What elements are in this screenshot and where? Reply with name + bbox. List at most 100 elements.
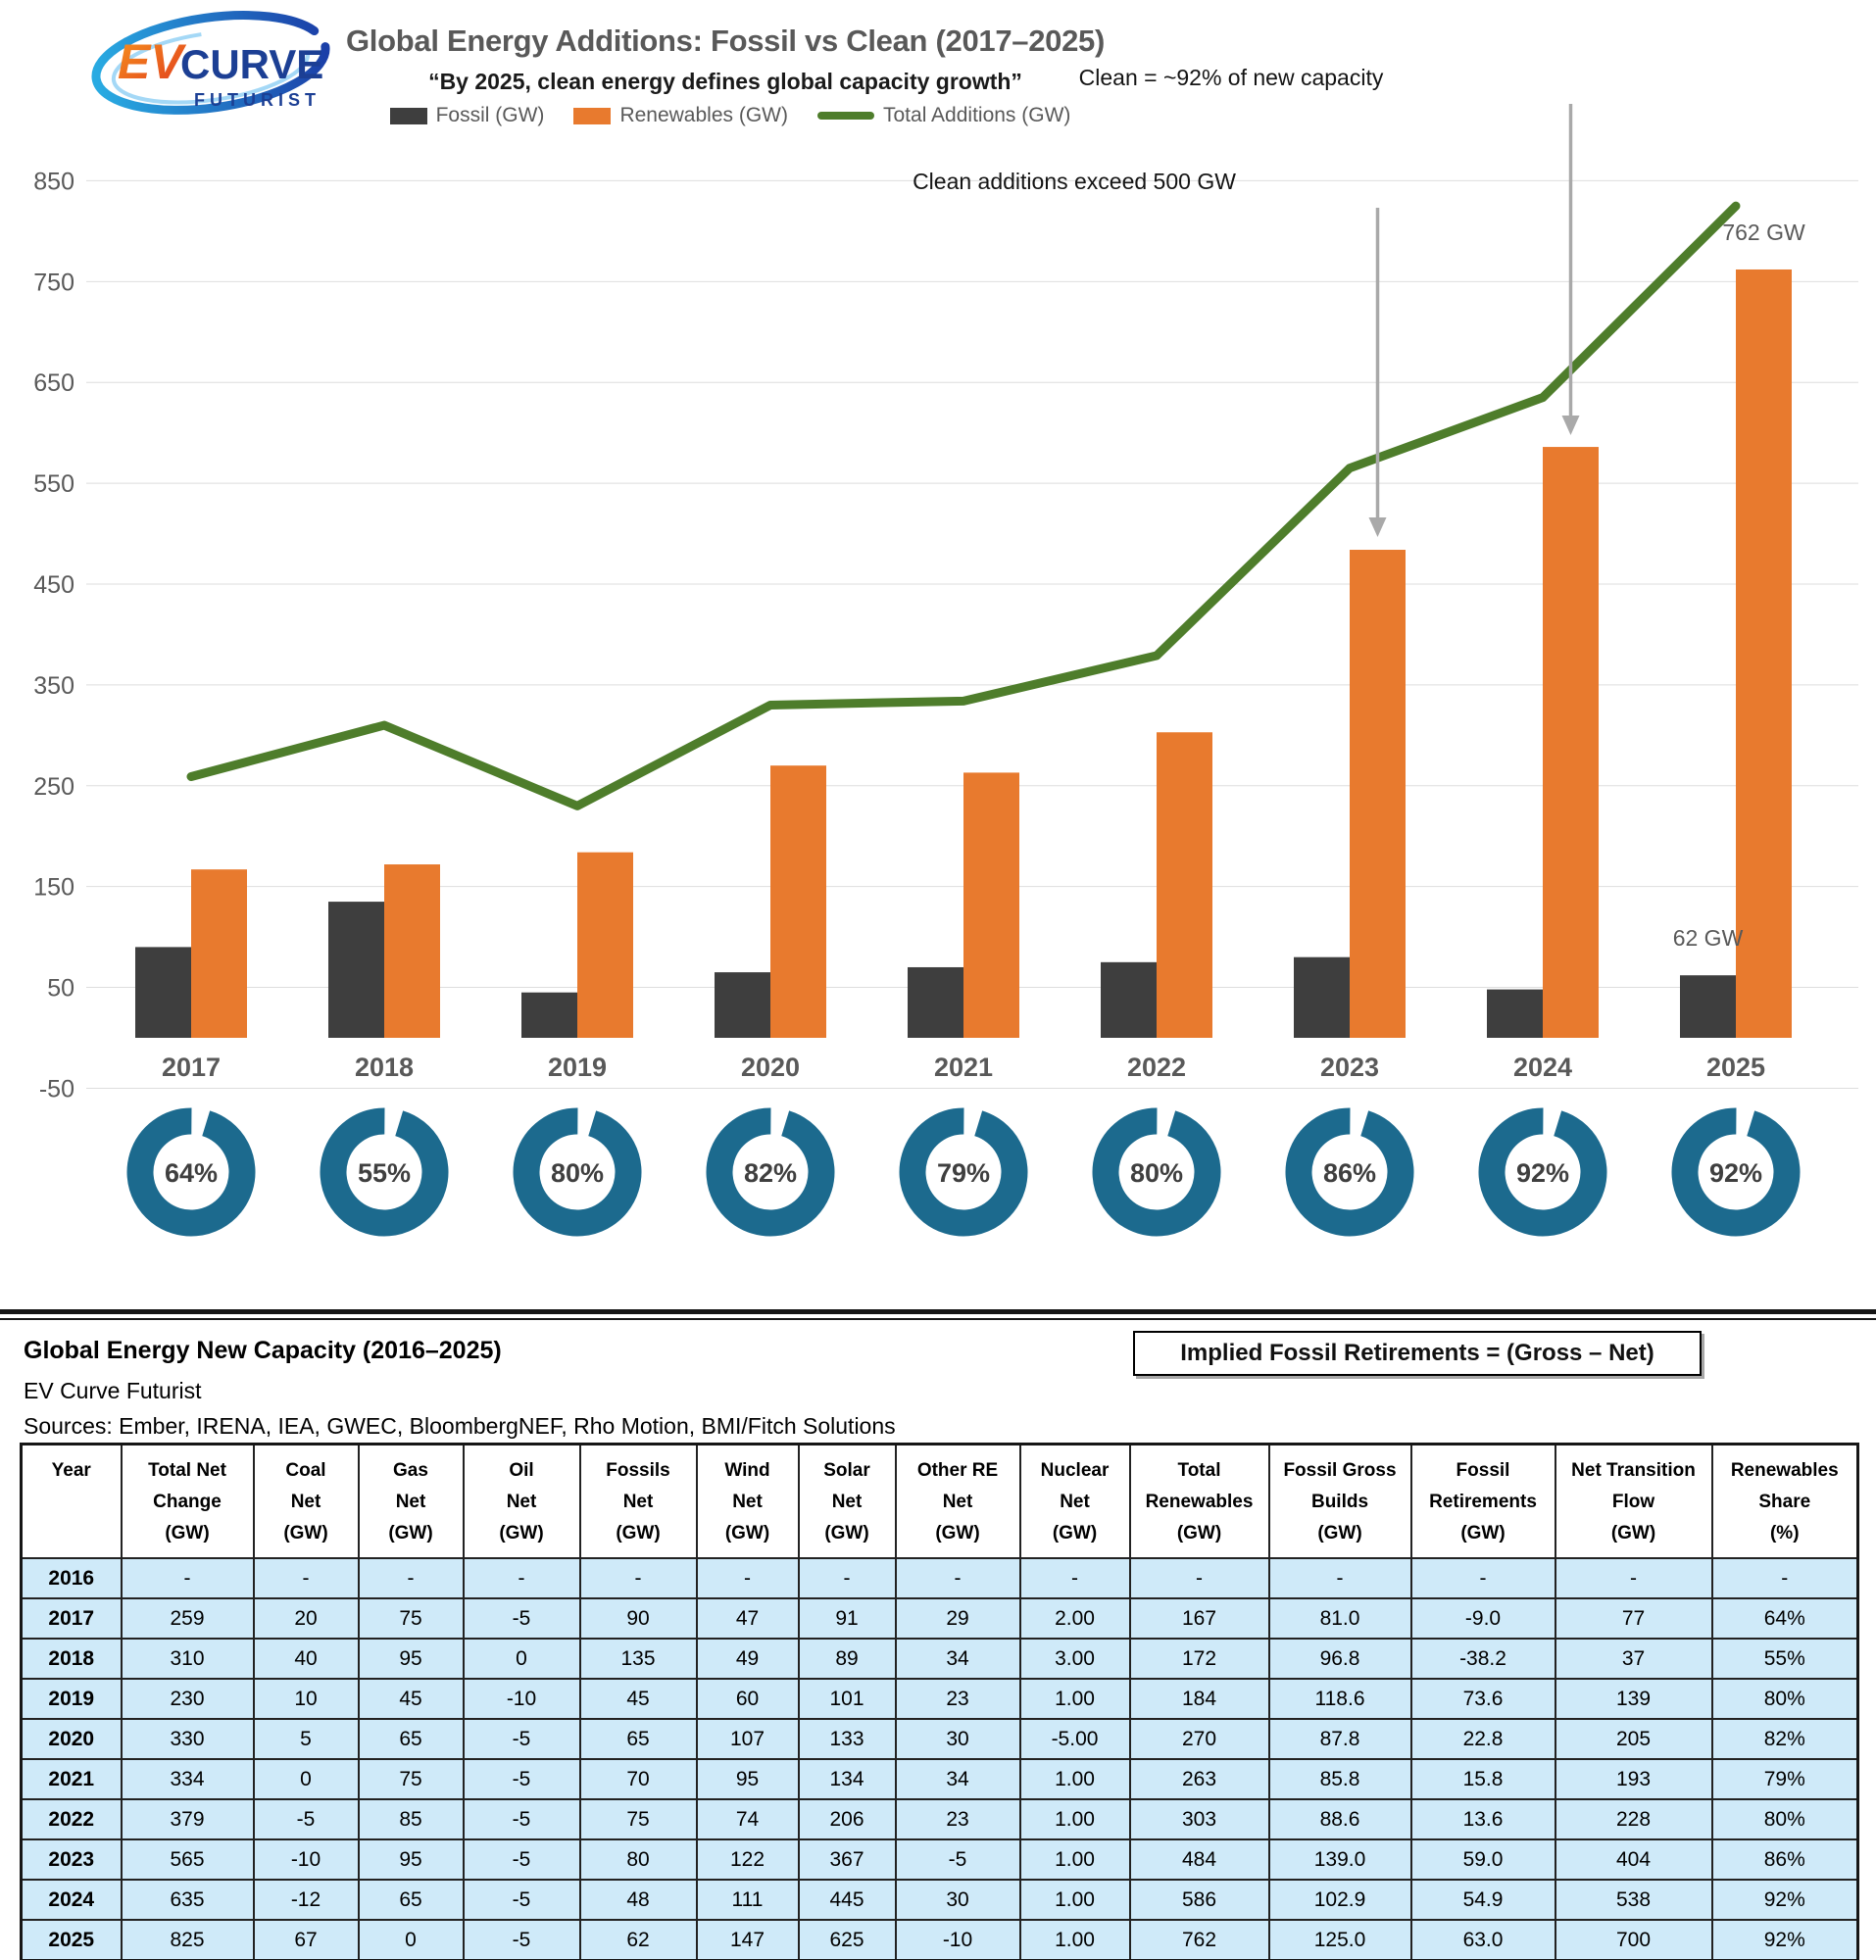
donut-2019: 80% xyxy=(513,1107,642,1237)
table-cell: -5 xyxy=(252,1798,360,1840)
capacity-chart: -50 50 150 250 350 450 550 650 750 850 762 GW 62 GW… xyxy=(33,104,1858,1237)
table-cell: - xyxy=(252,1557,360,1599)
renewables-bar-2017 xyxy=(191,869,247,1038)
table-cell: 45 xyxy=(578,1678,698,1720)
table-cell: 34 xyxy=(894,1638,1021,1680)
donut-pct-label: 80% xyxy=(551,1158,604,1188)
table-cell: - xyxy=(1128,1557,1270,1599)
table-cell: 23 xyxy=(894,1798,1021,1840)
table-cell: 49 xyxy=(695,1638,800,1680)
table-cell: 48 xyxy=(578,1879,698,1921)
y-axis-tick: 350 xyxy=(33,672,74,700)
point-label-762-gw: 762 GW xyxy=(1722,220,1805,245)
table-cell: 586 xyxy=(1128,1879,1270,1921)
table-cell: 184 xyxy=(1128,1678,1270,1720)
table-cell: 700 xyxy=(1554,1919,1713,1960)
table-cell: 88.6 xyxy=(1267,1798,1412,1840)
table-cell: 2017 xyxy=(20,1597,123,1640)
table-cell: 334 xyxy=(120,1758,255,1800)
table-cell: 172 xyxy=(1128,1638,1270,1680)
donut-pct-label: 92% xyxy=(1516,1158,1569,1188)
logo-futurist-text: FUTURIST xyxy=(194,90,321,110)
table-cell: 135 xyxy=(578,1638,698,1680)
table-cell: 139 xyxy=(1554,1678,1713,1720)
column-header: Year xyxy=(20,1443,123,1559)
table-cell: 65 xyxy=(357,1718,465,1760)
x-axis-year-2020: 2020 xyxy=(741,1053,800,1082)
renewables-bar-2022 xyxy=(1157,732,1212,1038)
table-cell: 133 xyxy=(797,1718,897,1760)
table-cell: 62 xyxy=(578,1919,698,1960)
legend-label-renewables: Renewables (GW) xyxy=(619,104,788,126)
table-cell: 30 xyxy=(894,1718,1021,1760)
table-cell: 0 xyxy=(252,1758,360,1800)
table-cell: 230 xyxy=(120,1678,255,1720)
table-cell: 60 xyxy=(695,1678,800,1720)
donut-2022: 80% xyxy=(1092,1107,1221,1237)
y-axis-tick: 650 xyxy=(33,369,74,397)
y-axis-tick: 750 xyxy=(33,269,74,296)
renewables-bar-2019 xyxy=(577,852,633,1038)
table-section-title: Global Energy New Capacity (2016–2025) xyxy=(24,1337,502,1364)
table-cell: 74 xyxy=(695,1798,800,1840)
table-cell: 55% xyxy=(1710,1638,1859,1680)
table-cell: 484 xyxy=(1128,1838,1270,1881)
total-additions-line xyxy=(186,201,1741,810)
table-cell: - xyxy=(578,1557,698,1599)
donut-2021: 79% xyxy=(899,1107,1028,1237)
table-cell: 330 xyxy=(120,1718,255,1760)
table-cell: 10 xyxy=(252,1678,360,1720)
table-cell: 54.9 xyxy=(1409,1879,1556,1921)
table-cell: 95 xyxy=(357,1638,465,1680)
table-row: 2017 259 20 75 -5 90 47 91 29 2.00 167 81.0 -9.0 77 64… xyxy=(20,1597,1859,1640)
table-cell: 228 xyxy=(1554,1798,1713,1840)
table-cell: 2025 xyxy=(20,1919,123,1960)
table-cell: 22.8 xyxy=(1409,1718,1556,1760)
fossil-bar-2021 xyxy=(908,966,963,1038)
legend-item-renewables: Renewables (GW) xyxy=(573,104,788,127)
logo-swoosh-outer xyxy=(91,11,330,115)
table-cell: -5 xyxy=(462,1798,581,1840)
table-cell: - xyxy=(462,1557,581,1599)
table-cell: 2.00 xyxy=(1018,1597,1131,1640)
table-cell: 63.0 xyxy=(1409,1919,1556,1960)
table-cell: 82% xyxy=(1710,1718,1859,1760)
table-cell: 73.6 xyxy=(1409,1678,1556,1720)
logo-ev-text: EV xyxy=(118,34,186,89)
donut-pct-label: 64% xyxy=(165,1158,218,1188)
donut-pct-label: 86% xyxy=(1323,1158,1376,1188)
table-cell: 445 xyxy=(797,1879,897,1921)
x-axis-year-2023: 2023 xyxy=(1320,1053,1379,1082)
x-axis-year-2025: 2025 xyxy=(1706,1053,1765,1082)
table-cell: 303 xyxy=(1128,1798,1270,1840)
table-cell: 825 xyxy=(120,1919,255,1960)
table-cell: 111 xyxy=(695,1879,800,1921)
table-cell: 2019 xyxy=(20,1678,123,1720)
table-row: 2016- - - - - - - - - - - - - - xyxy=(20,1557,1859,1599)
table-cell: 125.0 xyxy=(1267,1919,1412,1960)
table-cell: 101 xyxy=(797,1678,897,1720)
table-cell: 34 xyxy=(894,1758,1021,1800)
table-cell: 2020 xyxy=(20,1718,123,1760)
table-cell: 77 xyxy=(1554,1597,1713,1640)
table-cell: 625 xyxy=(797,1919,897,1960)
bars xyxy=(135,269,1792,1039)
table-cell: 80% xyxy=(1710,1798,1859,1840)
table-cell: 47 xyxy=(695,1597,800,1640)
table-row: 2020 330 5 65 -5 65 107 133 30 -5.00 270 87.8 22.8 20… xyxy=(20,1718,1859,1760)
table-cell: 147 xyxy=(695,1919,800,1960)
table-section-sources: Sources: Ember, IRENA, IEA, GWEC, Bloomb… xyxy=(24,1413,896,1439)
table-row: 2021 334 0 75 -5 70 95 134 34 1.00 263 85.8 15.8 193 7… xyxy=(20,1758,1859,1800)
table-cell: - xyxy=(120,1557,255,1599)
renewables-bar-2021 xyxy=(963,772,1019,1038)
column-header: Other RE Net (GW) xyxy=(894,1443,1021,1559)
table-row: 2025 825 67 0 -5 62 147 625 -10 1.00 762 125.0 63.0 7… xyxy=(20,1919,1859,1960)
table-cell: 95 xyxy=(357,1838,465,1881)
logo-swoosh-inner xyxy=(111,28,311,105)
column-header: Solar Net (GW) xyxy=(797,1443,897,1559)
table-cell: -5 xyxy=(462,1758,581,1800)
table-cell: 85 xyxy=(357,1798,465,1840)
table-cell: - xyxy=(894,1557,1021,1599)
table-row: 2019 230 10 45 -10 45 60 101 23 1.00 184 118.6 73.6 1… xyxy=(20,1678,1859,1720)
